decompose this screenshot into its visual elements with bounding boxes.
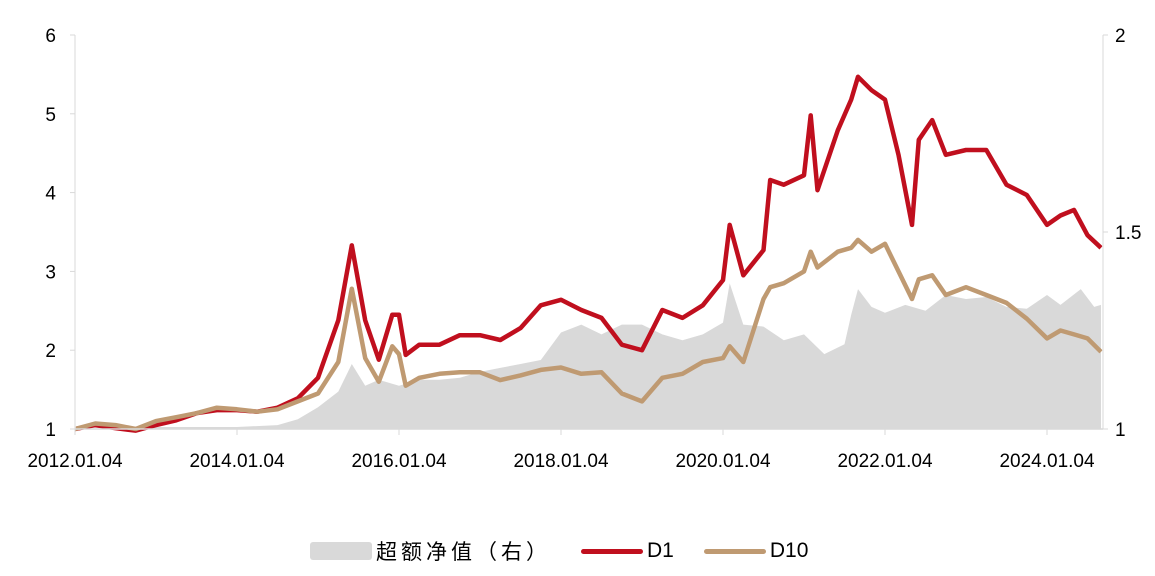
- x-tick-label: 2020.01.04: [675, 451, 771, 472]
- legend-item-excess: 超额净值（右）: [310, 536, 551, 566]
- legend-item-d10: D10: [703, 539, 809, 563]
- y-right-tick-label: 2: [1115, 26, 1126, 47]
- x-tick-label: 2018.01.04: [513, 451, 609, 472]
- x-tick-label: 2012.01.04: [27, 451, 123, 472]
- y-left-tick-label: 1: [45, 420, 56, 441]
- y-right-tick-label: 1.5: [1115, 223, 1141, 244]
- x-tick-label: 2014.01.04: [189, 451, 285, 472]
- x-tick-label: 2024.01.04: [999, 451, 1095, 472]
- legend-swatch-area: [310, 542, 372, 560]
- y-left-tick-label: 5: [45, 105, 56, 126]
- x-tick-label: 2022.01.04: [837, 451, 933, 472]
- y-left-tick-label: 3: [45, 262, 56, 283]
- y-left-tick-label: 4: [45, 184, 56, 205]
- y-left-tick-label: 2: [45, 341, 56, 362]
- legend-label: D1: [647, 539, 674, 562]
- y-left-tick-label: 6: [45, 26, 56, 47]
- legend-label: 超额净值（右）: [376, 540, 551, 564]
- legend-label: D10: [769, 539, 809, 562]
- legend: 超额净值（右） D1 D10: [310, 536, 838, 566]
- legend-swatch-line: [703, 548, 766, 554]
- x-tick-label: 2016.01.04: [351, 451, 447, 472]
- series-line-d10: [74, 237, 1103, 432]
- y-right-tick-label: 1: [1115, 420, 1126, 441]
- series-area-excess: [75, 283, 1101, 429]
- legend-swatch-line: [581, 548, 643, 554]
- legend-item-d1: D1: [581, 539, 674, 563]
